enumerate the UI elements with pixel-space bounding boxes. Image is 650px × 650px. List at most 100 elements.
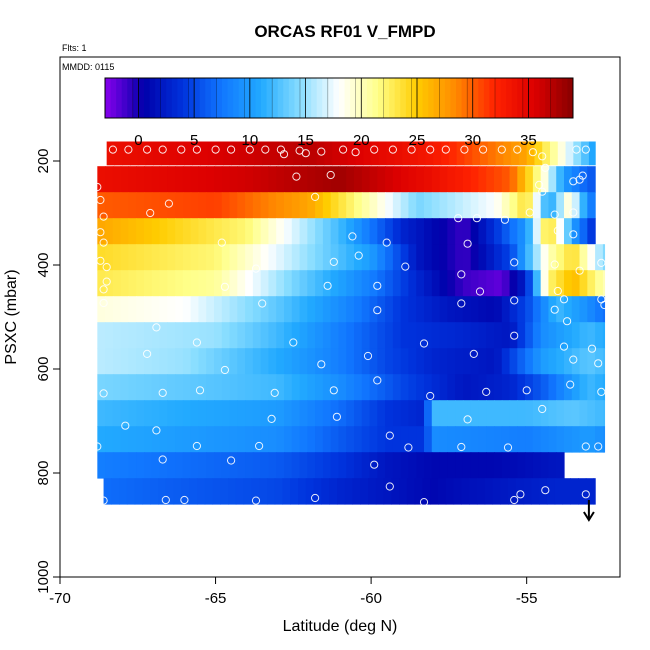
heatmap-cell (276, 192, 285, 219)
heatmap-cell (385, 348, 394, 375)
colorbar-segment (322, 78, 329, 118)
observation-point (553, 286, 562, 296)
heatmap-cell (105, 244, 114, 271)
heatmap-cell (462, 296, 472, 323)
heatmap-cell (494, 348, 503, 375)
colorbar-segment (355, 78, 362, 118)
observation-point (553, 226, 562, 235)
heatmap-cell (338, 322, 347, 349)
heatmap-cell (486, 296, 495, 323)
heatmap-cell (501, 166, 511, 193)
heatmap-cell (385, 270, 394, 297)
heatmap-cell (307, 192, 316, 219)
colorbar-segment (400, 78, 407, 118)
heatmap-cell (252, 244, 262, 271)
heatmap-cell (332, 141, 341, 166)
heatmap-cell (532, 426, 542, 453)
observation-point (99, 496, 108, 505)
heatmap-cell (517, 452, 526, 479)
heatmap-cell (416, 374, 425, 401)
heatmap-cell (128, 218, 137, 245)
heatmap-cell (509, 400, 518, 427)
colorbar-segment (522, 78, 529, 118)
observation-point (245, 145, 254, 154)
heatmap-cell (439, 166, 448, 193)
heatmap-cell (564, 270, 573, 297)
heatmap-cell (476, 478, 486, 505)
heatmap-cell (369, 244, 378, 271)
heatmap-cell (548, 192, 557, 219)
colorbar-segment (288, 78, 295, 118)
colorbar-segment (444, 78, 451, 118)
heatmap-cell (112, 322, 122, 349)
observation-point (373, 306, 382, 315)
observation-point (143, 349, 152, 358)
heatmap-cell (120, 166, 130, 193)
heatmap-cell (571, 374, 581, 401)
heatmap-cell (144, 452, 153, 479)
heatmap-cell (447, 322, 456, 349)
heatmap-cell (105, 322, 114, 349)
heatmap-cell (548, 400, 557, 427)
heatmap-cell (392, 400, 402, 427)
heatmap-cell (464, 141, 473, 166)
heatmap-cell (470, 348, 480, 375)
heatmap-cell (346, 296, 355, 323)
heatmap-cell (221, 426, 231, 453)
heatmap-cell (564, 400, 573, 427)
heatmap-cell (431, 166, 441, 193)
heatmap-cell (204, 478, 214, 505)
heatmap-cell (151, 400, 161, 427)
heatmap-cell (221, 192, 231, 219)
colorbar-segment (433, 78, 440, 118)
heatmap-cell (593, 478, 596, 505)
heatmap-cell (414, 478, 424, 505)
heatmap-cell (532, 374, 542, 401)
heatmap-cell (579, 296, 588, 323)
heatmap-cell (447, 426, 456, 453)
heatmap-cell (424, 192, 433, 219)
observation-point (317, 360, 326, 369)
heatmap-cell (207, 141, 217, 166)
observation-point (569, 355, 578, 364)
heatmap-cell (150, 478, 159, 505)
flights-note: Flts: 1 (62, 43, 87, 53)
colorbar-segment (534, 78, 541, 118)
heatmap-cell (400, 244, 410, 271)
heatmap-cell (159, 452, 168, 479)
colorbar-segment (138, 78, 145, 118)
heatmap-cell (494, 270, 503, 297)
observation-point (594, 359, 603, 368)
heatmap-cell (439, 270, 448, 297)
colorbar-segment (372, 78, 379, 118)
heatmap-cell (518, 141, 528, 166)
heatmap-cell (369, 400, 378, 427)
colorbar-segment (456, 78, 463, 118)
heatmap-cell (346, 348, 355, 375)
heatmap-cell (221, 218, 231, 245)
heatmap-cell (361, 426, 371, 453)
heatmap-cell (112, 348, 122, 375)
heatmap-cell (461, 478, 470, 505)
heatmap-cell (392, 322, 402, 349)
heatmap-cell (408, 374, 417, 401)
heatmap-cell (252, 374, 262, 401)
heatmap-cell (315, 374, 324, 401)
heatmap-cell (175, 166, 184, 193)
heatmap-cell (260, 400, 270, 427)
heatmap-cell (377, 374, 386, 401)
heatmap-cell (470, 452, 480, 479)
heatmap-cell (501, 374, 511, 401)
heatmap-cell (416, 426, 425, 453)
heatmap-cell (509, 192, 518, 219)
heatmap-cell (198, 166, 207, 193)
heatmap-cell (571, 270, 581, 297)
heatmap-cell (400, 374, 410, 401)
colorbar-segment (105, 78, 112, 118)
heatmap-cell (128, 322, 137, 349)
heatmap-cell (206, 244, 215, 271)
heatmap-cell (290, 478, 299, 505)
heatmap-cell (602, 426, 606, 453)
heatmap-cell (159, 166, 168, 193)
colorbar-segment (528, 78, 535, 118)
